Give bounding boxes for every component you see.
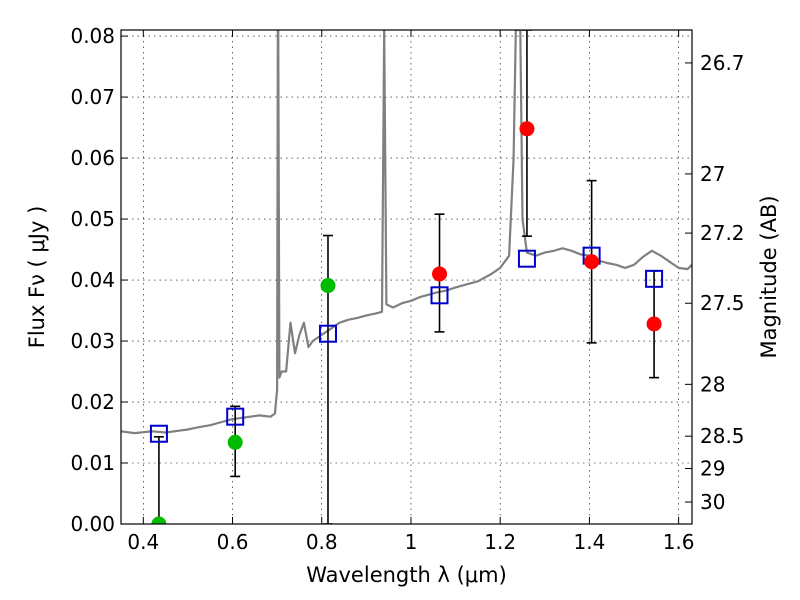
photometry-point xyxy=(519,121,535,137)
plot-series xyxy=(121,30,692,524)
x-tick-label: 1 xyxy=(405,530,418,554)
x-tick-label: 0.8 xyxy=(306,530,338,554)
x-tick-label: 1.4 xyxy=(573,530,605,554)
photometry-point xyxy=(584,254,600,270)
right-tick-label: 29 xyxy=(700,457,725,481)
y-tick-label: 0.01 xyxy=(70,451,115,475)
y-axis-ticks: 0.00 0.01 0.02 0.03 0.04 0.05 0.06 0.07 0.08 xyxy=(70,24,128,536)
y-tick-label: 0.05 xyxy=(70,207,115,231)
photometry-point xyxy=(227,434,243,450)
y-tick-label: 0.08 xyxy=(70,24,115,48)
right-tick-label: 27 xyxy=(700,162,725,186)
y-tick-label: 0.07 xyxy=(70,85,115,109)
right-axis-ticks: 26.7 27 27.2 27.5 28 28.5 29 30 xyxy=(685,51,745,514)
photometry-point xyxy=(646,316,662,332)
right-tick-label: 27.2 xyxy=(700,221,745,245)
x-tick-label: 1.6 xyxy=(663,530,695,554)
x-axis-ticks: 0.4 0.6 0.8 1 1.2 1.4 1.6 xyxy=(127,30,695,554)
model-spectrum-line xyxy=(121,30,692,435)
y-tick-label: 0.00 xyxy=(70,512,115,536)
right-tick-label: 30 xyxy=(700,490,725,514)
right-tick-label: 27.5 xyxy=(700,291,745,315)
x-axis-title: Wavelength λ (μm) xyxy=(306,563,507,587)
plot-frame xyxy=(120,29,693,525)
y-tick-label: 0.06 xyxy=(70,146,115,170)
model-photometry-square xyxy=(645,269,664,288)
photometry-point xyxy=(432,266,448,282)
model-photometry-square xyxy=(149,424,168,443)
right-tick-label: 28.5 xyxy=(700,424,745,448)
right-tick-label: 26.7 xyxy=(700,51,745,75)
model-photometry-square xyxy=(517,249,536,268)
right-tick-label: 28 xyxy=(700,372,725,396)
model-photometry-square xyxy=(318,324,337,343)
y-tick-label: 0.02 xyxy=(70,390,115,414)
y-axis-title: Flux Fν ( μJy ) xyxy=(25,206,49,349)
photometry-point xyxy=(151,516,167,524)
x-tick-label: 0.4 xyxy=(127,530,159,554)
right-axis-title: Magnitude (AB) xyxy=(757,195,781,358)
x-tick-label: 1.2 xyxy=(484,530,516,554)
model-photometry-square xyxy=(430,286,449,305)
photometry-point xyxy=(320,278,336,294)
x-tick-label: 0.6 xyxy=(217,530,249,554)
grid xyxy=(121,30,692,525)
y-tick-label: 0.03 xyxy=(70,329,115,353)
y-tick-label: 0.04 xyxy=(70,268,115,292)
model-photometry-square xyxy=(226,407,245,426)
